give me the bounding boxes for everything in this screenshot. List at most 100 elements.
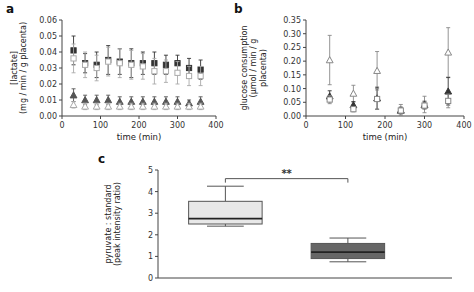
y-tick	[303, 102, 306, 103]
x-tick	[177, 116, 178, 119]
error-bar	[176, 62, 180, 84]
point	[422, 103, 427, 108]
y-tick-label: 0.05	[283, 98, 301, 107]
y-tick-label: 0.00	[283, 112, 301, 121]
error-bar	[423, 102, 427, 109]
error-bar-cap	[328, 103, 332, 104]
error-bar-cap	[164, 60, 168, 61]
x-tick-label: 300	[417, 121, 432, 130]
error-bar-cap	[95, 95, 99, 96]
series	[71, 44, 203, 86]
error-bar-cap	[446, 77, 450, 78]
error-bar-cap	[187, 66, 191, 67]
y-tick-label: 0.35	[283, 16, 301, 25]
error-bar-cap	[199, 60, 203, 61]
error-bar-cap	[399, 104, 403, 105]
point	[174, 103, 181, 109]
error-bar	[199, 66, 203, 85]
error-bar-cap	[176, 61, 180, 62]
x-tick-label: 0	[303, 121, 308, 130]
y-axis: 012345	[148, 166, 158, 283]
y-tick	[59, 36, 62, 37]
point	[93, 97, 100, 103]
series	[70, 101, 204, 109]
x-tick-label: 200	[377, 121, 392, 130]
y-tick-label: 0.20	[283, 57, 301, 66]
error-bar-cap	[176, 96, 180, 97]
error-bar-cap	[118, 48, 122, 49]
error-bar	[423, 96, 427, 112]
series	[326, 78, 451, 114]
y-tick	[303, 61, 306, 62]
y-axis: 0.000.050.100.150.200.250.300.35	[283, 16, 306, 121]
y-tick	[59, 68, 62, 69]
x-tick-label: 100	[93, 121, 108, 130]
error-bar	[152, 58, 156, 84]
y-axis-label: [lactate](mg / min / g placenta)	[10, 22, 29, 114]
point	[94, 65, 99, 70]
error-bar-cap	[199, 66, 203, 67]
point	[186, 103, 193, 109]
error-bar-cap	[446, 77, 450, 78]
y-tick	[59, 20, 62, 21]
error-bar-cap	[72, 88, 76, 89]
x-tick	[100, 116, 101, 119]
error-bar-cap	[375, 51, 379, 52]
y-axis-label-line: (μmol / min / g	[249, 39, 258, 98]
error-bar-cap	[141, 96, 145, 97]
error-bar-cap	[446, 107, 450, 108]
panel-title: c	[98, 152, 105, 166]
significance-label: **	[281, 168, 292, 179]
significance-bracket	[225, 179, 348, 183]
whisker	[347, 238, 348, 243]
error-bar-cap	[83, 77, 87, 78]
error-bar-cap	[129, 79, 133, 80]
box-body	[189, 201, 263, 224]
y-axis-label-line: placenta)	[259, 49, 268, 87]
error-bar	[164, 60, 168, 82]
error-bar-cap	[176, 55, 180, 56]
series	[327, 89, 451, 114]
y-tick	[155, 234, 158, 235]
error-bar-cap	[328, 84, 332, 85]
error-bar-cap	[351, 85, 355, 86]
y-tick	[303, 33, 306, 34]
series	[70, 89, 204, 107]
error-bar	[187, 66, 191, 85]
y-axis-label-line: (peak intensity ratio)	[113, 182, 122, 266]
error-bar-cap	[423, 96, 427, 97]
point	[351, 107, 356, 112]
error-bar-cap	[129, 96, 133, 97]
y-axis-label-line: (mg / min / g placenta)	[19, 22, 28, 114]
x-tick	[139, 116, 140, 119]
whisker-cap	[330, 261, 367, 262]
error-bar-cap	[152, 58, 156, 59]
y-axis-label: pyruvate : standard(peak intensity ratio…	[104, 182, 123, 266]
error-bar	[129, 50, 133, 79]
y-tick-label: 4	[148, 188, 153, 197]
point	[163, 103, 170, 109]
y-tick	[155, 170, 158, 171]
x-tick-label: 300	[170, 121, 185, 130]
x-axis: 0100200300400	[59, 116, 223, 130]
error-bar-cap	[164, 96, 168, 97]
y-tick-label: 0.00	[39, 112, 57, 121]
point	[198, 73, 203, 78]
error-bar-cap	[152, 84, 156, 85]
y-axis-label-line: pyruvate : standard	[104, 184, 113, 263]
error-bar-cap	[152, 96, 156, 97]
error-bar-cap	[95, 52, 99, 53]
error-bar-cap	[129, 50, 133, 51]
error-bar	[83, 52, 87, 78]
point	[446, 98, 451, 103]
y-axis-label-line: [lactate]	[10, 51, 19, 85]
y-tick-label: 0.01	[39, 96, 57, 105]
y-tick	[303, 88, 306, 89]
y-tick-label: 0.06	[39, 16, 57, 25]
point	[186, 73, 191, 78]
point	[374, 67, 381, 73]
point	[82, 103, 89, 109]
y-tick	[59, 52, 62, 53]
y-tick	[155, 213, 158, 214]
error-bar-cap	[199, 85, 203, 86]
